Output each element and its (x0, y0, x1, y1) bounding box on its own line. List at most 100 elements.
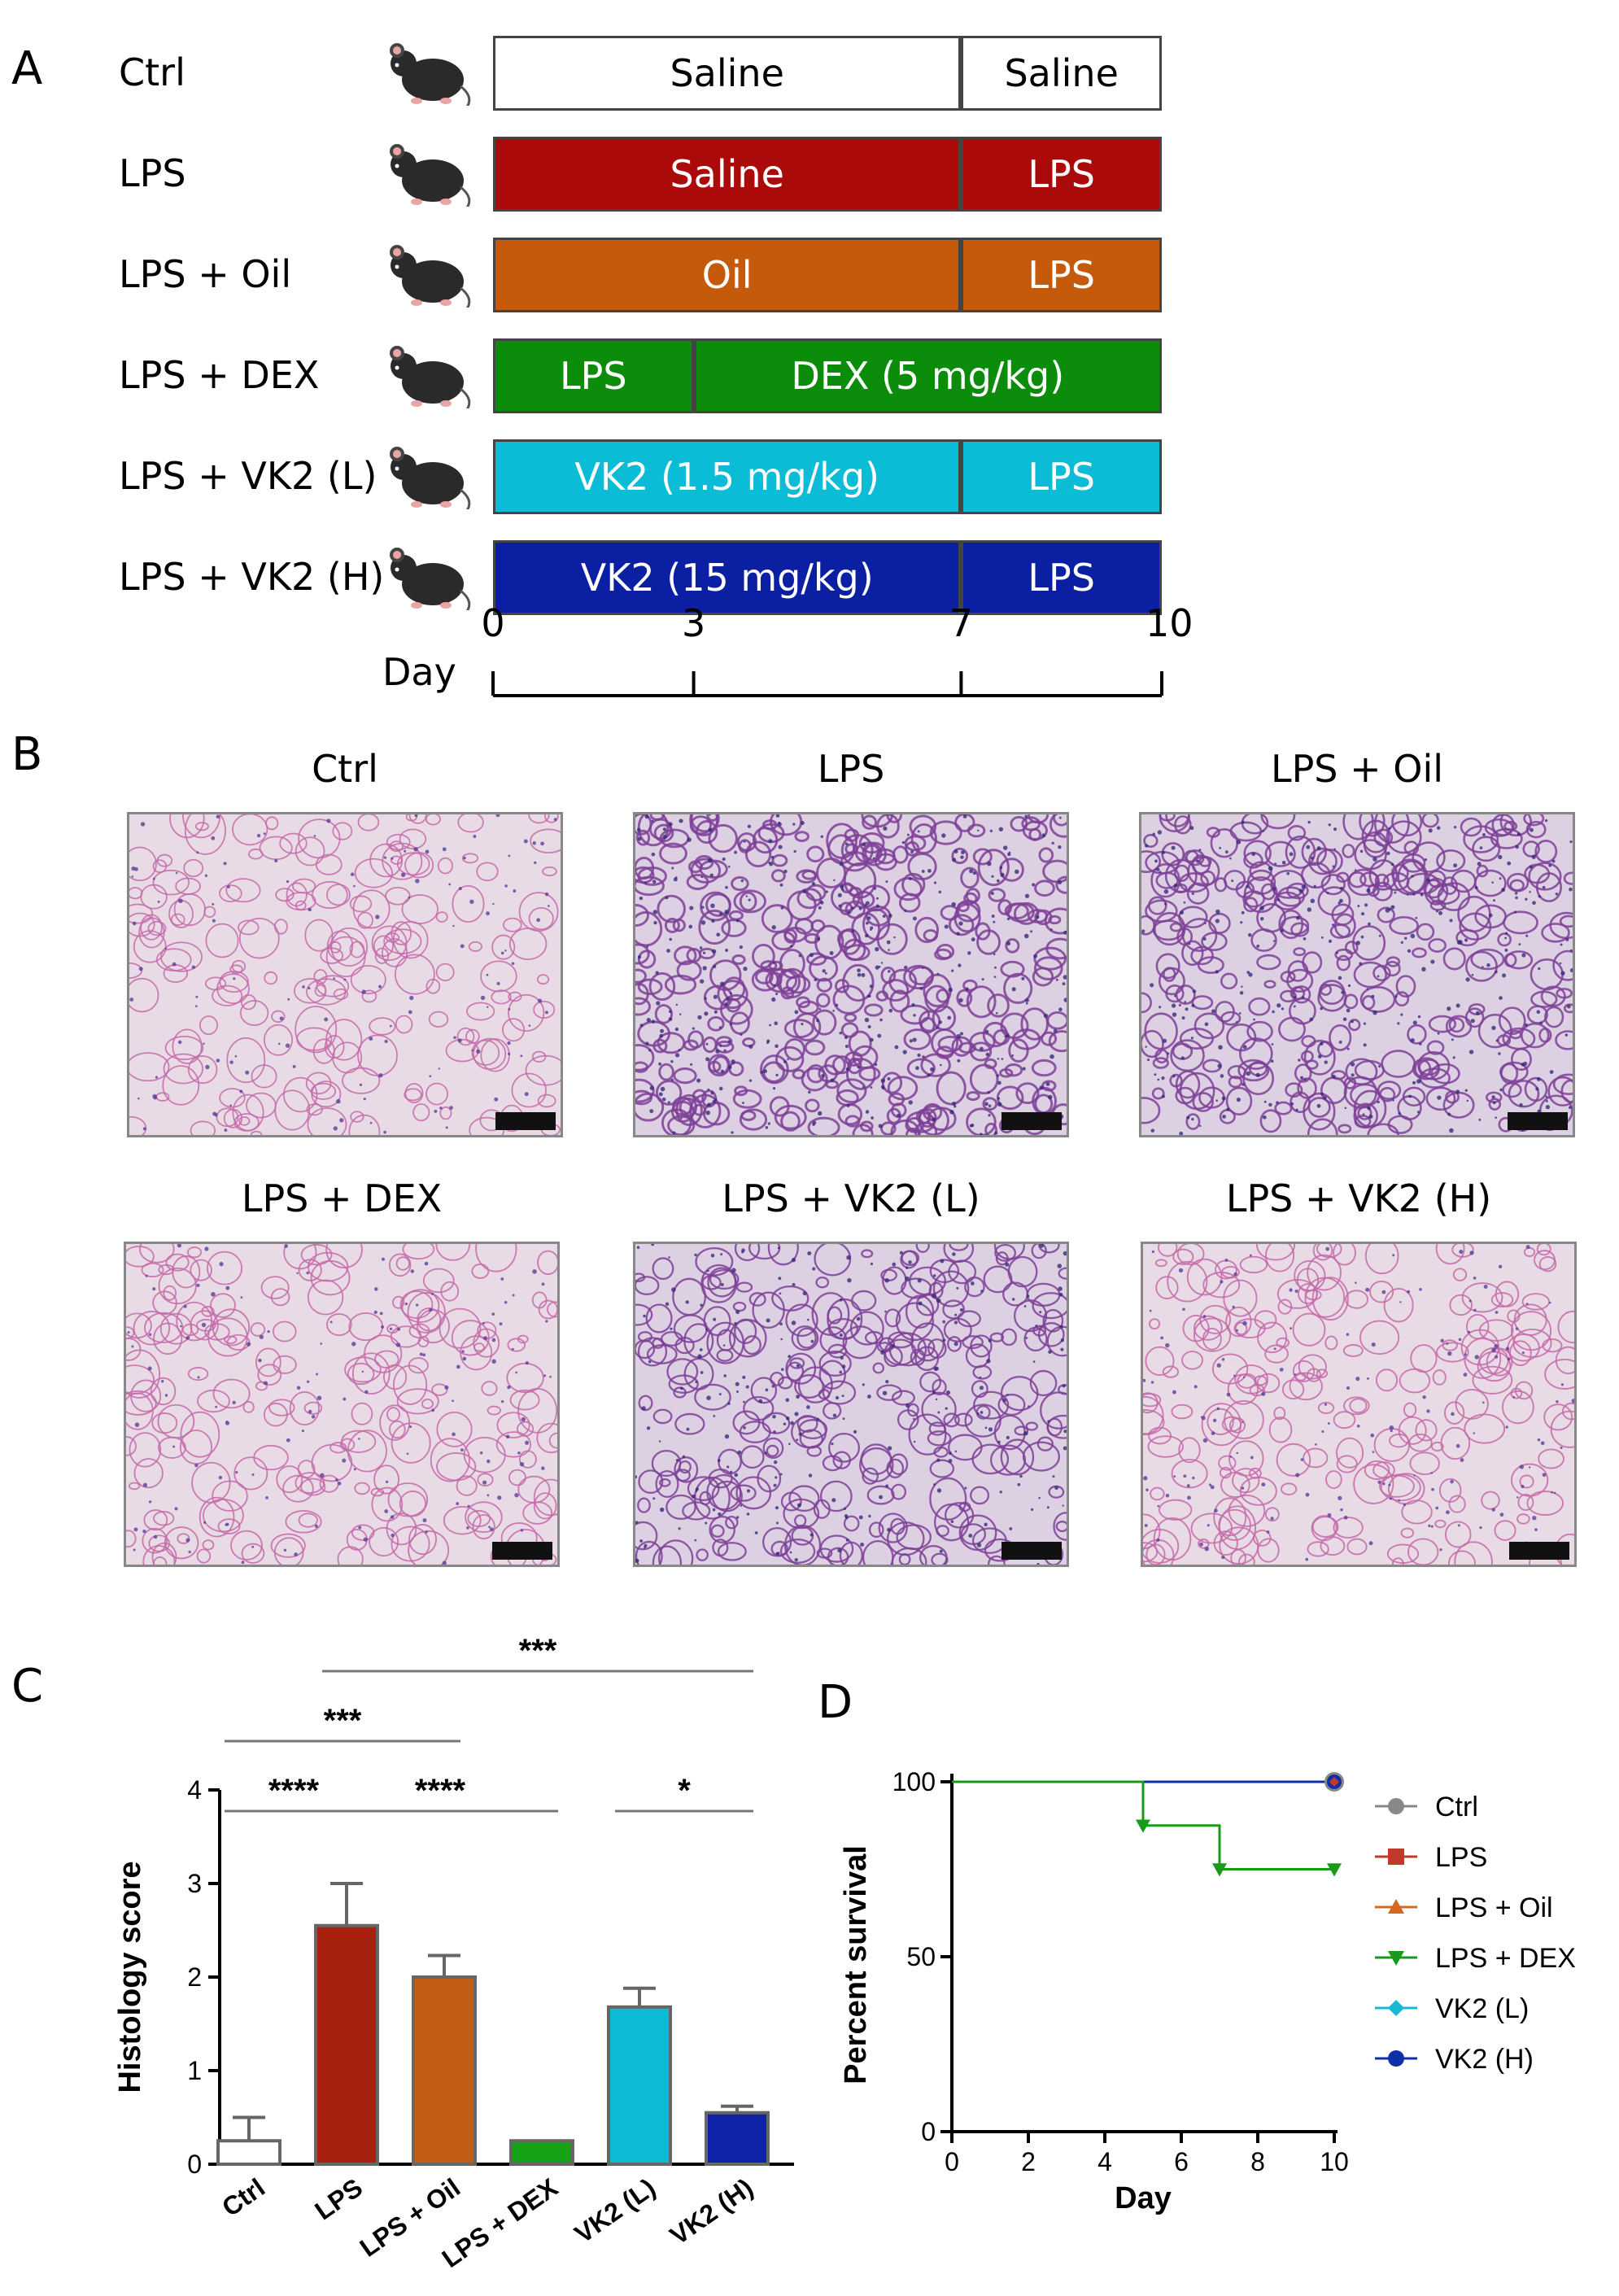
histology-title: LPS + VK2 (H) (1225, 1176, 1492, 1220)
x-tick-label: 2 (1021, 2147, 1036, 2176)
scale-bar (1508, 1112, 1568, 1130)
y-tick-label: 4 (187, 1775, 202, 1805)
y-tick-label: 100 (892, 1767, 936, 1796)
panel-label-a: A (11, 42, 43, 95)
series-line (952, 1780, 1334, 1870)
histology-title: Ctrl (312, 747, 378, 791)
panel-label-c: C (11, 1660, 44, 1713)
x-tick-label: 6 (1174, 2147, 1189, 2176)
bar (705, 2110, 770, 2166)
data-marker (1388, 2050, 1404, 2067)
group-label: LPS (119, 151, 186, 195)
group-label: LPS + DEX (119, 353, 320, 397)
bar (412, 1975, 477, 2166)
data-marker (1329, 1777, 1339, 1787)
timeline-segment: LPS (493, 338, 694, 413)
y-tick-label: 2 (187, 1962, 202, 1992)
timeline-segment: Oil (493, 238, 962, 312)
legend-label: Ctrl (1435, 1792, 1478, 1822)
bar (607, 2005, 672, 2166)
histology-title: LPS + DEX (241, 1176, 443, 1220)
bar (509, 2139, 574, 2166)
data-marker (1388, 1899, 1404, 1914)
histology-image (127, 812, 563, 1137)
significance-label: **** (268, 1773, 320, 1809)
data-marker (1212, 1863, 1227, 1877)
group-label: LPS + VK2 (H) (119, 555, 385, 599)
scale-bar (495, 1112, 556, 1130)
scale-bar (1002, 1112, 1062, 1130)
y-axis-label: Histology score (113, 1861, 147, 2093)
day-tick-label: 0 (481, 601, 505, 645)
x-tick-label: 10 (1320, 2147, 1349, 2176)
timeline-segment: VK2 (15 mg/kg) (493, 540, 962, 615)
significance-label: *** (324, 1703, 362, 1739)
x-axis-label: Day (1115, 2181, 1172, 2215)
y-tick-label: 50 (906, 1942, 936, 1971)
y-tick-label: 0 (921, 2117, 936, 2146)
mouse-icon (390, 548, 471, 610)
timeline-segment: LPS (961, 439, 1162, 514)
legend-label: LPS + DEX (1435, 1943, 1576, 1974)
timeline-segment: LPS (961, 238, 1162, 312)
bar (314, 1923, 379, 2166)
group-label: LPS + Oil (119, 252, 292, 296)
histology-image (1141, 1242, 1577, 1567)
y-tick-label: 3 (187, 1869, 202, 1898)
scale-bar (492, 1542, 552, 1560)
histology-title: LPS (817, 747, 885, 791)
panel-label-d: D (818, 1676, 853, 1729)
data-marker (1136, 1819, 1150, 1833)
day-tick-label: 7 (949, 601, 974, 645)
y-axis-label: Percent survival (839, 1845, 873, 2084)
bar (216, 2139, 281, 2166)
histology-image (124, 1242, 560, 1567)
significance-label: **** (415, 1773, 466, 1809)
data-marker (1327, 1863, 1342, 1877)
data-marker (1388, 1849, 1404, 1865)
legend-label: LPS (1435, 1842, 1487, 1873)
mouse-icon (390, 144, 471, 207)
legend-label: VK2 (H) (1435, 2044, 1534, 2075)
mouse-icon (390, 245, 471, 308)
x-tick-label: 8 (1250, 2147, 1265, 2176)
day-axis-label: Day (382, 650, 456, 694)
survival-chart: 0 50 100 0 2 4 6 8 10 Day Percent survival Ctrl LPS L… (839, 1767, 1576, 2215)
timeline-segment: Saline (961, 36, 1162, 111)
histology-title: LPS + VK2 (L) (722, 1176, 980, 1220)
data-marker (1388, 2000, 1404, 2016)
timeline-segment: Saline (493, 137, 962, 212)
legend-label: LPS + Oil (1435, 1892, 1553, 1923)
legend-label: VK2 (L) (1435, 1993, 1529, 2024)
category-label: VK2 (L) (569, 2172, 661, 2249)
day-tick-label: 10 (1146, 601, 1194, 645)
panel-label-b: B (11, 728, 43, 781)
day-axis (491, 671, 1163, 697)
y-tick-label: 1 (187, 2056, 202, 2085)
category-label: LPS (309, 2172, 368, 2225)
timeline-segment: Saline (493, 36, 962, 111)
histology-image (633, 1242, 1069, 1567)
x-tick-label: 4 (1098, 2147, 1112, 2176)
mouse-icon (390, 346, 471, 408)
histology-image (1139, 812, 1575, 1137)
timeline-segment: LPS (961, 137, 1162, 212)
category-label: VK2 (H) (665, 2172, 758, 2250)
data-marker (1388, 1951, 1404, 1966)
histology-title: LPS + Oil (1270, 747, 1444, 791)
histology-image (633, 812, 1069, 1137)
category-label: Ctrl (216, 2172, 270, 2222)
y-tick-label: 0 (187, 2150, 202, 2179)
timeline-segment: VK2 (1.5 mg/kg) (493, 439, 962, 514)
group-label: LPS + VK2 (L) (119, 454, 377, 498)
data-marker (1388, 1798, 1404, 1814)
timeline-segment: LPS (961, 540, 1162, 615)
significance-label: *** (519, 1633, 557, 1669)
day-tick-label: 3 (681, 601, 706, 645)
timeline-segment: DEX (5 mg/kg) (693, 338, 1162, 413)
scale-bar (1509, 1542, 1569, 1560)
significance-label: * (678, 1773, 691, 1809)
x-tick-label: 0 (945, 2147, 959, 2176)
mouse-icon (390, 43, 471, 106)
